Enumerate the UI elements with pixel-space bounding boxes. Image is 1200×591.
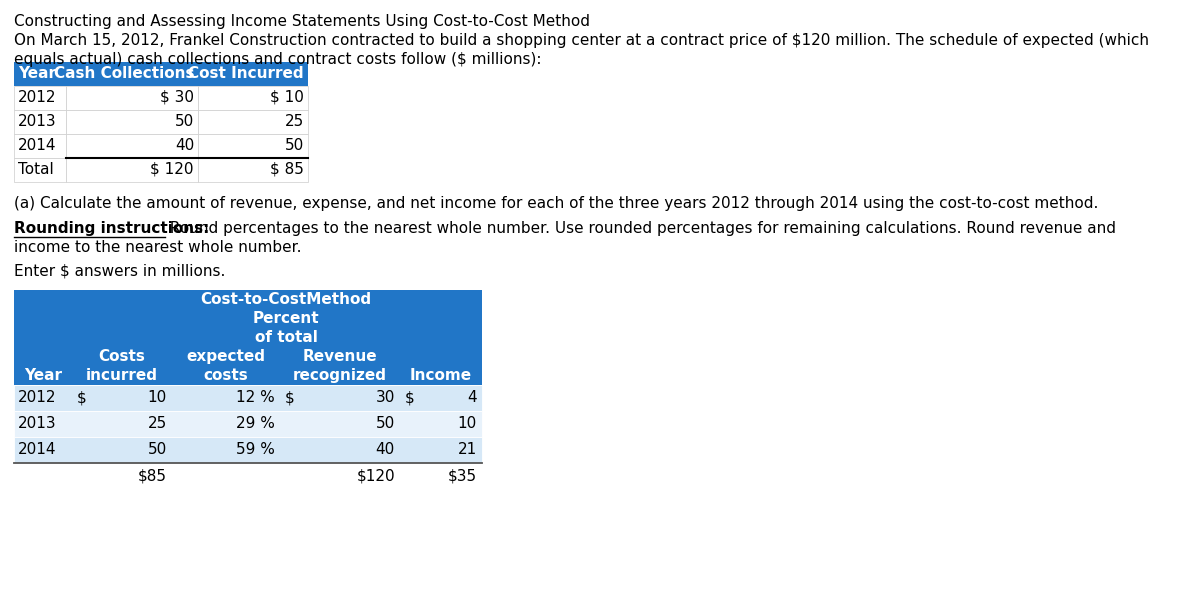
Text: 2013: 2013 — [18, 114, 56, 129]
Text: 10: 10 — [148, 391, 167, 405]
Bar — [14, 134, 66, 158]
Text: 50: 50 — [148, 443, 167, 457]
Text: of total: of total — [254, 330, 318, 345]
Text: 21: 21 — [457, 443, 478, 457]
Text: Cost Incurred: Cost Incurred — [188, 66, 304, 81]
Text: $: $ — [77, 391, 86, 405]
Text: 40: 40 — [376, 443, 395, 457]
Text: 25: 25 — [284, 114, 304, 129]
Text: $35: $35 — [448, 469, 478, 483]
Text: $ 120: $ 120 — [150, 162, 194, 177]
Text: 25: 25 — [148, 417, 167, 431]
Text: 2014: 2014 — [18, 443, 56, 457]
Text: Cash Collections: Cash Collections — [54, 66, 194, 81]
Bar — [198, 158, 308, 182]
Text: Rounding instructions:: Rounding instructions: — [14, 221, 209, 236]
Text: $ 85: $ 85 — [270, 162, 304, 177]
Text: Enter $ answers in millions.: Enter $ answers in millions. — [14, 263, 226, 278]
Bar — [198, 110, 308, 134]
Text: 50: 50 — [376, 417, 395, 431]
Text: $: $ — [406, 391, 415, 405]
Bar — [66, 158, 198, 182]
Text: Income: Income — [410, 368, 472, 383]
Text: Revenue: Revenue — [302, 349, 377, 364]
Text: Cost-to-CostMethod: Cost-to-CostMethod — [200, 292, 372, 307]
Bar — [14, 62, 308, 86]
Text: 2013: 2013 — [18, 417, 56, 431]
Bar — [14, 110, 66, 134]
Bar — [14, 86, 66, 110]
Text: incurred: incurred — [86, 368, 158, 383]
Text: 12 %: 12 % — [236, 391, 275, 405]
Text: recognized: recognized — [293, 368, 386, 383]
Text: 4: 4 — [467, 391, 478, 405]
Bar — [198, 86, 308, 110]
Bar — [14, 385, 482, 411]
Text: On March 15, 2012, Frankel Construction contracted to build a shopping center at: On March 15, 2012, Frankel Construction … — [14, 33, 1150, 48]
Text: 40: 40 — [175, 138, 194, 153]
Text: Year: Year — [18, 66, 56, 81]
Bar — [14, 437, 482, 463]
Text: 2012: 2012 — [18, 90, 56, 105]
Text: $: $ — [286, 391, 295, 405]
Text: 50: 50 — [284, 138, 304, 153]
Text: Round percentages to the nearest whole number. Use rounded percentages for remai: Round percentages to the nearest whole n… — [164, 221, 1116, 236]
Bar — [14, 158, 66, 182]
Bar — [14, 463, 482, 489]
Text: (a) Calculate the amount of revenue, expense, and net income for each of the thr: (a) Calculate the amount of revenue, exp… — [14, 196, 1098, 211]
Text: $ 30: $ 30 — [160, 90, 194, 105]
Bar — [66, 110, 198, 134]
Text: equals actual) cash collections and contract costs follow ($ millions):: equals actual) cash collections and cont… — [14, 52, 541, 67]
Text: $ 10: $ 10 — [270, 90, 304, 105]
Text: 50: 50 — [175, 114, 194, 129]
Text: Year: Year — [24, 368, 62, 383]
Text: Percent: Percent — [253, 311, 319, 326]
Text: expected: expected — [186, 349, 265, 364]
Text: 59 %: 59 % — [236, 443, 275, 457]
Text: Total: Total — [18, 162, 54, 177]
Text: 29 %: 29 % — [236, 417, 275, 431]
Text: Costs: Costs — [98, 349, 145, 364]
Text: 10: 10 — [457, 417, 478, 431]
Bar — [14, 411, 482, 437]
Bar — [66, 134, 198, 158]
Bar — [198, 134, 308, 158]
Bar — [14, 290, 482, 385]
Text: 2014: 2014 — [18, 138, 56, 153]
Text: $85: $85 — [138, 469, 167, 483]
Bar — [66, 86, 198, 110]
Text: costs: costs — [204, 368, 248, 383]
Text: 2012: 2012 — [18, 391, 56, 405]
Text: 30: 30 — [376, 391, 395, 405]
Text: $120: $120 — [356, 469, 395, 483]
Text: income to the nearest whole number.: income to the nearest whole number. — [14, 240, 301, 255]
Text: Constructing and Assessing Income Statements Using Cost-to-Cost Method: Constructing and Assessing Income Statem… — [14, 14, 590, 29]
